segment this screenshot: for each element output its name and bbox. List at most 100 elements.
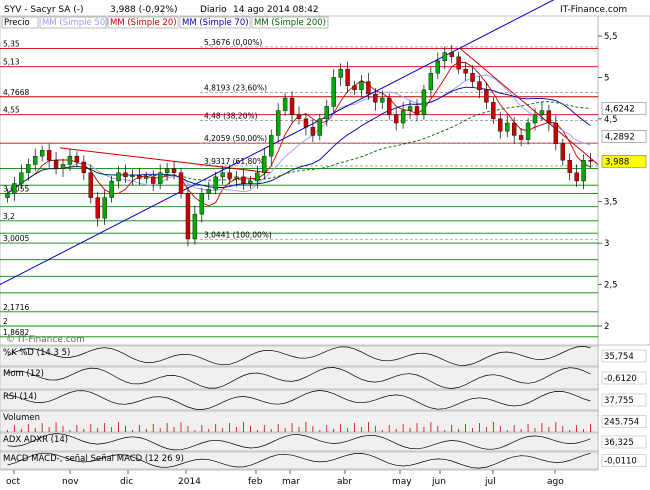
level-label: 4,7668 <box>3 88 29 97</box>
indicator-value: 36,325 <box>604 438 634 448</box>
y-tick-label: 2 <box>604 322 609 332</box>
candle-body <box>26 164 31 173</box>
legend-item-mm200: MM (Simple 200) <box>251 16 329 29</box>
candle-body <box>67 155 73 165</box>
indicator-line <box>7 367 591 389</box>
fib-label: 3,9317 (61,80%) <box>204 157 267 166</box>
candle-body <box>532 114 538 124</box>
candle-body <box>227 172 232 179</box>
indicator-label: ADX ADXR (14) <box>3 435 68 445</box>
level-label: 5,35 <box>3 39 20 48</box>
candle-body <box>303 118 309 128</box>
timestamp: 14 ago 2014 08:42 <box>233 5 319 15</box>
legend-item-price: Precio <box>1 16 39 29</box>
candle-body <box>33 155 38 165</box>
x-tick-label: oct <box>6 477 20 487</box>
candle-body <box>428 73 434 91</box>
candle-body <box>46 150 52 161</box>
x-tick-label: abr <box>337 477 352 487</box>
candle-body <box>123 172 128 178</box>
candle-body <box>470 73 475 82</box>
candle-body <box>199 193 205 215</box>
indicator-value-box <box>601 435 647 449</box>
candle-body <box>269 135 274 157</box>
candle-body <box>380 97 385 103</box>
level-label: 2,1716 <box>3 303 29 312</box>
fib-label: 3,0441 (100,00%) <box>204 230 272 239</box>
candle-body <box>505 122 510 132</box>
candle-body <box>255 172 260 182</box>
x-tick-label: jun <box>431 477 446 487</box>
level-label: 1,8682 <box>3 328 29 337</box>
candle-body <box>151 176 156 184</box>
svg-text:Precio: Precio <box>4 18 30 28</box>
price-tag <box>601 130 647 143</box>
candle-body <box>456 56 461 70</box>
candle-body <box>373 93 378 103</box>
candle-body <box>282 97 288 111</box>
indicator-line <box>7 433 591 451</box>
indicator-value: -0,0110 <box>604 457 637 467</box>
candle-body <box>525 122 531 140</box>
indicator-value: -0,6120 <box>604 374 637 384</box>
y-tick-label: 3 <box>604 239 609 249</box>
legend-item-mm50: MM (Simple 50) <box>39 16 109 29</box>
y-tick-label: 2,5 <box>604 281 618 291</box>
level-label: 3,0005 <box>3 234 29 243</box>
candle-body <box>518 135 524 140</box>
candle-body <box>331 77 336 107</box>
price-tag-label: 4,6242 <box>605 105 635 115</box>
candle-body <box>88 172 93 198</box>
brand-label: IT-Finance.com <box>560 5 627 15</box>
candle-body <box>102 197 107 219</box>
uptrend-line <box>0 0 555 286</box>
candle-body <box>241 176 246 184</box>
candle-body <box>95 197 100 219</box>
candle-body <box>546 110 552 124</box>
price-tag-label: 4,2892 <box>605 132 635 142</box>
indicator-label: RSI (14) <box>3 392 37 402</box>
candle-body <box>206 189 211 194</box>
candle-body <box>567 160 572 173</box>
candle-body <box>60 164 66 169</box>
indicator-value-box <box>601 371 647 385</box>
x-tick-label: mar <box>282 477 300 487</box>
candle-body <box>442 52 447 62</box>
svg-text:MM (Simple 50): MM (Simple 50) <box>42 18 109 28</box>
chart-title: SYV - Sacyr SA (-) <box>4 5 84 15</box>
legend-item-mm70: MM (Simple 70) <box>179 16 251 29</box>
fib-label: 4,48 (38,20%) <box>204 112 258 121</box>
indicator-panel <box>0 366 599 390</box>
candle-body <box>393 114 399 124</box>
candle-body <box>164 168 170 173</box>
candle-body <box>574 172 579 182</box>
indicator-panel <box>0 451 599 470</box>
candle-body <box>296 114 302 120</box>
candle-body <box>338 68 343 78</box>
candle-body <box>366 81 371 95</box>
y-tick-label: 4,5 <box>604 115 618 125</box>
candle-body <box>484 89 489 103</box>
candle-body <box>262 155 267 173</box>
candle-body <box>400 110 406 124</box>
candle-body <box>560 143 565 161</box>
candle-body <box>39 150 45 157</box>
price-tag <box>601 155 647 168</box>
price-change: 3,988 (-0,92%) <box>110 5 178 15</box>
svg-text:MM (Simple 200): MM (Simple 200) <box>254 18 326 28</box>
indicator-label: Mom (12) <box>3 369 44 379</box>
indicator-line <box>7 346 591 366</box>
candle-body <box>414 106 420 115</box>
candle-body <box>498 118 503 132</box>
candle-body <box>477 81 482 91</box>
price-tag <box>601 102 647 115</box>
indicator-line <box>7 390 591 410</box>
candle-body <box>192 213 198 240</box>
level-label: 4,55 <box>3 106 20 115</box>
indicator-value-box <box>601 415 647 428</box>
y-tick-label: 5,5 <box>604 32 618 42</box>
price-panel <box>0 15 650 346</box>
indicator-value: 245.754 <box>604 418 639 428</box>
y-tick-label: 3,5 <box>604 198 618 208</box>
